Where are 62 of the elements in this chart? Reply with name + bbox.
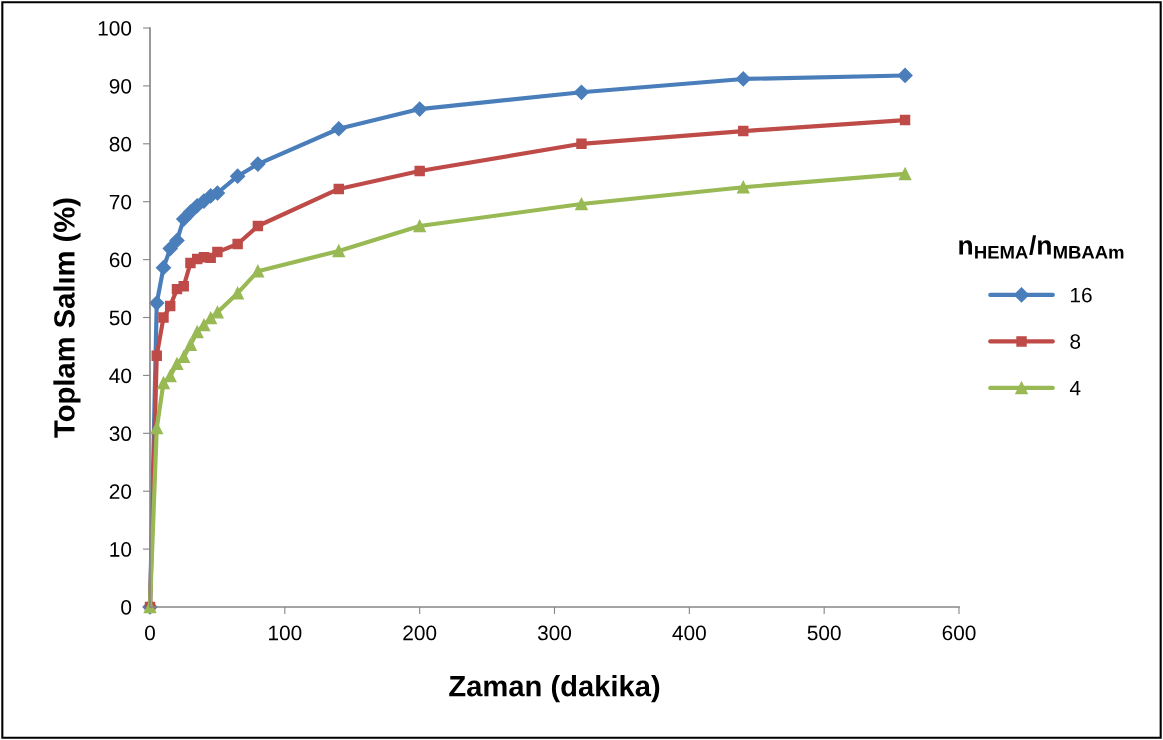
point <box>898 167 912 181</box>
y-tick-label: 80 <box>109 136 132 152</box>
point <box>573 84 590 100</box>
point <box>412 101 428 117</box>
point <box>414 165 425 177</box>
point <box>738 125 749 137</box>
x-tick-label: 0 <box>145 625 155 641</box>
point <box>252 220 264 232</box>
point <box>157 376 170 390</box>
y-tick-label: 70 <box>109 194 132 210</box>
point <box>212 246 223 258</box>
x-tick-label: 600 <box>942 625 976 641</box>
point <box>178 281 189 292</box>
y-tick-label: 0 <box>121 600 132 615</box>
point <box>251 264 265 278</box>
point <box>897 67 913 84</box>
point <box>899 114 911 126</box>
point <box>151 350 162 361</box>
x-tick-label: 300 <box>537 625 572 641</box>
y-tick-label: 60 <box>109 252 132 268</box>
point <box>575 197 588 211</box>
point <box>155 260 172 276</box>
point <box>184 338 197 351</box>
point <box>163 369 177 383</box>
y-tick-label: 90 <box>109 78 132 94</box>
point <box>162 241 178 257</box>
x-tick-label: 400 <box>672 625 706 641</box>
point <box>197 318 211 332</box>
legend-label: 8 <box>1070 334 1081 349</box>
x-axis-title: Zaman (dakika) <box>449 675 660 703</box>
point <box>165 300 176 312</box>
point <box>150 421 163 435</box>
point <box>332 244 346 258</box>
y-tick-label: 10 <box>110 542 132 557</box>
point <box>177 350 190 364</box>
y-axis-title: Toplam Salım (%) <box>53 198 81 438</box>
point <box>331 121 347 137</box>
point <box>149 295 165 311</box>
legend-title: n$_{HEMA}$/n$_{MBAAm}$ <box>959 235 1124 259</box>
x-tick-label: 200 <box>403 625 437 641</box>
point <box>158 312 169 323</box>
point <box>737 180 750 194</box>
x-tick-label: 500 <box>807 625 841 641</box>
point <box>413 219 426 233</box>
point <box>170 357 184 371</box>
point <box>232 238 243 250</box>
point <box>250 156 266 172</box>
legend-label: 4 <box>1069 380 1081 396</box>
point <box>231 286 244 300</box>
y-tick-label: 40 <box>109 368 132 384</box>
point <box>230 168 246 184</box>
y-tick-label: 20 <box>109 484 132 499</box>
point <box>190 325 204 339</box>
point <box>735 71 751 87</box>
point <box>576 138 587 150</box>
point <box>169 232 185 249</box>
legend-label: 16 <box>1071 287 1092 303</box>
point <box>333 183 344 195</box>
y-tick-label: 50 <box>109 310 132 326</box>
x-tick-label: 100 <box>269 625 302 641</box>
y-tick-label: 30 <box>109 426 132 442</box>
y-tick-label: 100 <box>98 21 132 36</box>
